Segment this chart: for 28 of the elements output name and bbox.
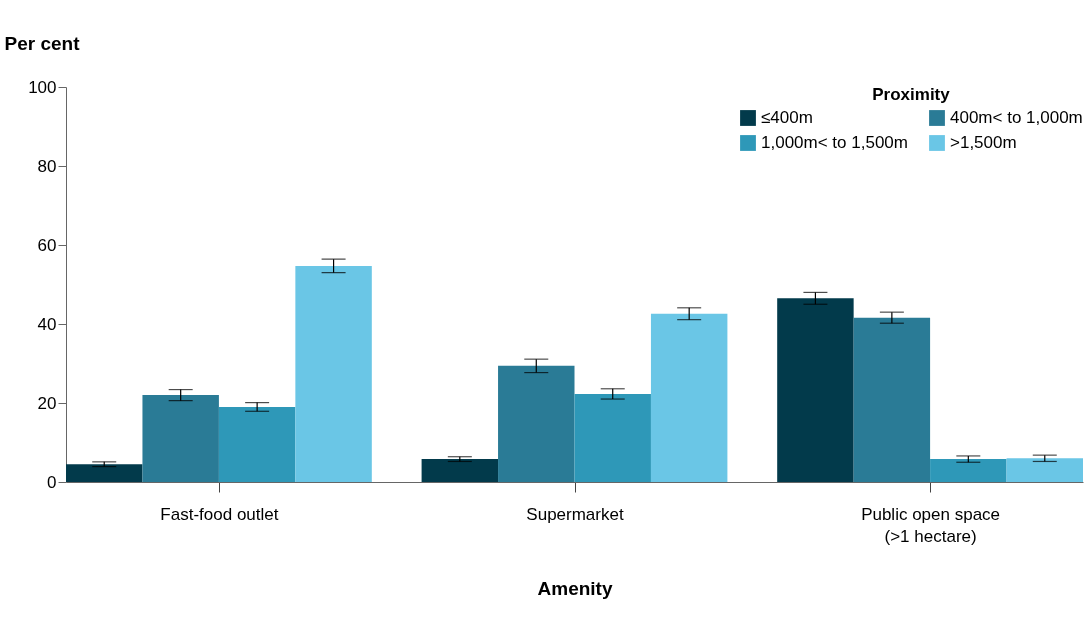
x-axis-title: Amenity [537,577,613,599]
bar [218,406,296,482]
bar [930,459,1007,482]
bar [66,464,143,482]
y-axis-title: Per cent [4,32,81,54]
bar [853,317,931,482]
bar [777,298,854,482]
legend-label: 1,000m< to 1,500m [761,133,908,152]
y-tick-label: 80 [37,156,57,176]
legend-label: 400m< to 1,000m [950,108,1083,127]
y-tick-label: 60 [37,235,57,255]
bar [421,459,499,482]
y-tick-label: 0 [47,472,57,492]
bar [574,393,651,482]
y-tick-label: 100 [28,77,57,97]
legend-title: Proximity [872,85,951,104]
bar [295,265,372,482]
x-tick-label: Fast-food outlet [160,504,279,524]
x-tick-label: Public open space (>1 hectare) [861,504,1001,546]
bar [498,365,575,482]
bar [650,313,728,482]
legend-label: ≤400m [761,108,813,127]
legend-label: >1,500m [950,133,1017,152]
bar [142,395,219,482]
y-tick-label: 40 [37,314,57,334]
x-tick-label: Supermarket [526,504,624,524]
bar [1006,458,1083,482]
y-tick-label: 20 [37,393,57,413]
